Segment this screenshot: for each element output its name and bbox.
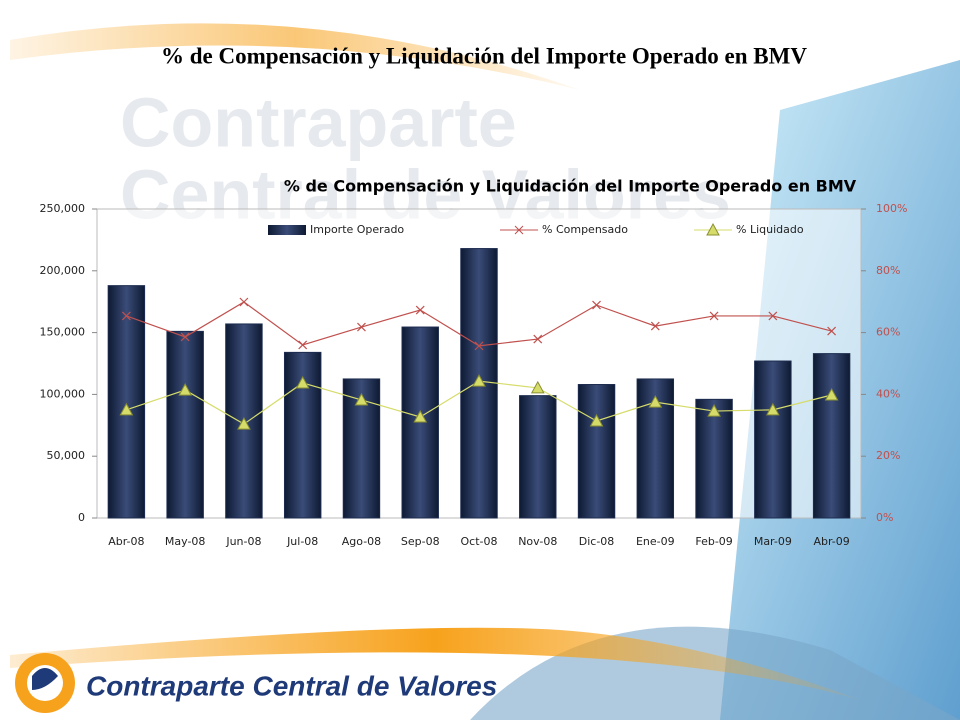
x-tick-label: Ago-08 [342,535,381,548]
y-tick-label: 200,000 [40,264,86,277]
marker [589,413,604,427]
legend-label: Importe Operado [310,223,404,236]
x-tick-label: Jul-08 [286,535,318,548]
x-tick-label: Jun-08 [225,535,261,548]
legend-swatch [706,222,720,236]
legend-label: % Liquidado [736,223,804,236]
marker [709,311,719,321]
y-tick-label: 250,000 [40,202,86,215]
legend-swatch [268,225,306,235]
swoosh [10,23,580,91]
y2-tick-label: 60% [876,326,900,339]
marker [472,374,486,387]
marker [119,402,134,416]
marker [707,404,721,417]
x-tick-label: Ene-09 [636,535,675,548]
x-tick-label: Feb-09 [695,535,732,548]
swoosh [10,627,860,700]
marker [121,311,131,321]
marker [178,383,192,396]
bar [166,330,204,519]
marker [648,395,663,408]
legend-swatch [514,225,524,235]
y2-tick-label: 20% [876,449,900,462]
marker [239,297,249,307]
marker [766,402,780,416]
footer: Contraparte Central de Valores [86,670,497,701]
x-tick-label: May-08 [165,535,206,548]
y-tick-label: 100,000 [40,387,86,400]
bar [577,384,616,519]
bar [107,285,146,519]
marker [533,334,543,344]
y-tick-label: 50,000 [47,449,86,462]
marker [474,341,484,351]
x-tick-label: Oct-08 [461,535,498,548]
marker [530,380,545,394]
bar [695,398,733,519]
bar [519,395,557,519]
x-tick-label: Dic-08 [579,535,615,548]
x-tick-label: Sep-08 [401,535,440,548]
x-tick-label: Mar-09 [754,535,792,548]
marker [354,392,369,406]
y-tick-label: 0 [78,511,85,524]
y2-tick-label: 100% [876,202,907,215]
watermark: Contraparte [120,83,517,161]
marker [180,332,190,342]
marker [415,305,425,315]
y-tick-label: 150,000 [40,326,86,339]
marker [824,387,839,401]
marker [650,321,660,331]
x-tick-label: Abr-09 [813,535,849,548]
marker [827,326,837,336]
chart-title: % de Compensación y Liquidación del Impo… [284,177,857,196]
marker [768,311,778,321]
marker [592,300,601,310]
logo [32,668,58,690]
bar [754,360,792,519]
bar [812,353,851,519]
marker [357,322,366,332]
marker [298,340,308,350]
y2-tick-label: 80% [876,264,900,277]
marker [295,375,310,389]
legend-label: % Compensado [542,223,628,236]
slide-title: % de Compensación y Liquidación del Impo… [161,43,807,68]
bar [401,326,439,519]
x-tick-label: Abr-08 [108,535,144,548]
y2-tick-label: 40% [876,387,900,400]
y2-tick-label: 0% [876,511,893,524]
marker [413,409,428,423]
x-tick-label: Nov-08 [518,535,557,548]
marker [237,417,251,430]
